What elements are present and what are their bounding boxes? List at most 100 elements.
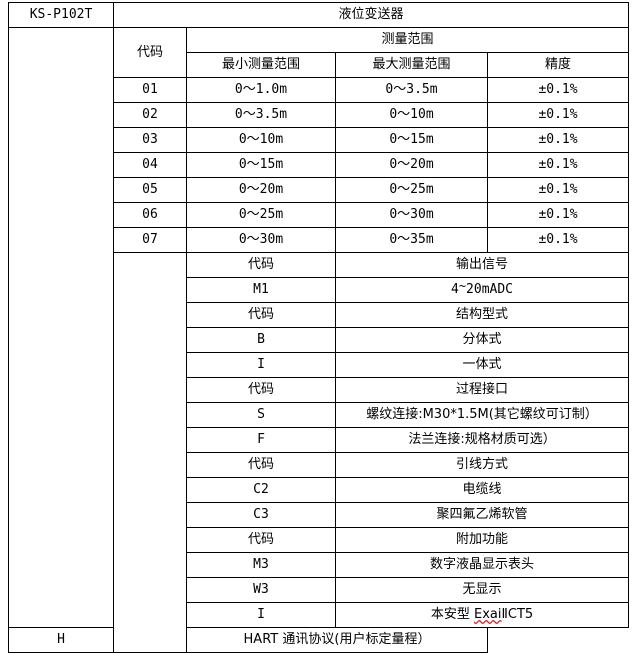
range-accuracy-cell: ±0.1% [486,152,630,178]
option-desc-cell: 螺纹连接:M30*1.5M(其它螺纹可订制） [334,402,630,428]
table-row: I 本安型 ExaiⅡCT5 [9,602,630,628]
option-desc-cell: 法兰连接:规格材质可选） [334,427,630,453]
range-max-cell: 0～20m [335,152,488,178]
option-desc-cell: 聚四氟乙烯软管 [334,502,630,528]
table-row: 04 0～15m 0～20m ±0.1% [9,152,630,178]
option-desc-cell: HART 通讯协议(用户标定量程） [186,627,488,653]
range-accuracy-cell: ±0.1% [486,177,630,203]
range-accuracy-header-cell: 精度 [486,52,630,78]
left-spacer-cell [8,27,114,628]
range-min-cell: 0～1.0m [186,77,336,103]
range-min-cell: 0～3.5m [186,102,336,128]
option-desc-cell: 分体式 [334,327,630,353]
option-code-cell: F [186,427,336,453]
range-code-header-cell: 代码 [113,27,187,78]
option-left-spacer-cell [113,252,187,653]
range-group-header-cell: 测量范围 [185,27,630,53]
intrinsic-safety-label: 本安型 [430,607,470,623]
table-row: F 法兰连接:规格材质可选） [9,427,630,453]
table-row: W3 无显示 [9,577,630,603]
table-row: 07 0～30m 0～35m ±0.1% [9,227,630,253]
option-code-cell: I [186,352,336,378]
table-row-title: KS-P102T 液位变送器 [8,2,630,28]
table-body: KS-P102T 液位变送器 代码 测量范围 最小测量范围 最大测量范围 精度 … [8,2,630,653]
range-accuracy-cell: ±0.1% [486,127,630,153]
table-row-range-group-header: 代码 测量范围 [8,27,630,628]
table-row: H HART 通讯协议(用户标定量程） [8,627,629,653]
table-row: C3 聚四氟乙烯软管 [9,502,630,528]
range-max-cell: 0～3.5m [335,77,488,103]
option-code-cell: C3 [186,502,336,528]
table-row: S 螺纹连接:M30*1.5M(其它螺纹可订制） [9,402,630,428]
table-row: 06 0～25m 0～30m ±0.1% [9,202,630,228]
range-code-cell: 03 [113,127,187,153]
range-max-cell: 0～30m [335,202,488,228]
range-accuracy-cell: ±0.1% [486,227,630,253]
document-title-cell: 液位变送器 [112,2,630,28]
option-desc-cell: 4~20mADC [334,277,630,303]
option-code-cell: 代码 [186,302,336,328]
table-row-range-sub-header: 最小测量范围 最大测量范围 精度 [9,52,630,78]
range-accuracy-cell: ±0.1% [486,77,630,103]
range-code-cell: 04 [113,152,187,178]
option-desc-cell: 数字液晶显示表头 [334,552,630,578]
option-code-cell: H [8,627,114,653]
table-row: 03 0～10m 0～15m ±0.1% [9,127,630,153]
table-row: 代码 附加功能 [9,527,630,553]
range-code-cell: 05 [113,177,187,203]
option-desc-cell: 本安型 ExaiⅡCT5 [334,602,630,628]
range-max-header-cell: 最大测量范围 [335,52,488,78]
option-desc-cell: 一体式 [334,352,630,378]
table-row: 代码 过程接口 [9,377,630,403]
option-code-cell: M3 [186,552,336,578]
table-row: M1 4~20mADC [9,277,630,303]
table-row: 代码 结构型式 [9,302,630,328]
table-row: 代码 引线方式 [9,452,630,478]
option-code-cell: I [186,602,336,628]
option-code-cell: 代码 [186,527,336,553]
exai-misspelled-term: Exai [473,607,502,623]
product-code-cell: KS-P102T [8,2,114,28]
range-max-cell: 0～25m [335,177,488,203]
table-row: 05 0～20m 0～25m ±0.1% [9,177,630,203]
option-code-cell: 代码 [186,452,336,478]
range-code-cell: 02 [113,102,187,128]
option-code-cell: S [186,402,336,428]
option-desc-cell: 输出信号 [334,252,630,278]
option-code-cell: M1 [186,277,336,303]
range-min-header-cell: 最小测量范围 [186,52,336,78]
range-min-cell: 0～25m [186,202,336,228]
option-desc-cell: 过程接口 [334,377,630,403]
range-min-cell: 0～10m [186,127,336,153]
range-code-cell: 01 [113,77,187,103]
range-code-cell: 06 [113,202,187,228]
option-desc-cell: 无显示 [334,577,630,603]
range-min-cell: 0～15m [186,152,336,178]
product-specification-table: KS-P102T 液位变送器 代码 测量范围 最小测量范围 最大测量范围 精度 … [8,2,630,653]
range-min-cell: 0～20m [186,177,336,203]
option-code-cell: C2 [186,477,336,503]
range-max-cell: 0～15m [335,127,488,153]
option-code-cell: 代码 [186,252,336,278]
range-min-cell: 0～30m [186,227,336,253]
option-desc-cell: 引线方式 [334,452,630,478]
spec-sheet-page: KS-P102T 液位变送器 代码 测量范围 最小测量范围 最大测量范围 精度 … [8,2,630,653]
option-code-cell: 代码 [186,377,336,403]
range-max-cell: 0～10m [335,102,488,128]
option-desc-cell: 结构型式 [334,302,630,328]
table-row: I 一体式 [9,352,630,378]
option-desc-cell: 电缆线 [334,477,630,503]
hart-protocol-label: 通讯协议(用户标定量程） [282,632,431,648]
output-signal-value: 4~20mADC [450,279,514,298]
tilde-glyph: ~ [458,279,467,294]
table-row: 02 0～3.5m 0～10m ±0.1% [9,102,630,128]
option-desc-cell: 附加功能 [334,527,630,553]
range-accuracy-cell: ±0.1% [486,102,630,128]
option-code-cell: W3 [186,577,336,603]
range-max-cell: 0～35m [335,227,488,253]
table-row: 01 0～1.0m 0～3.5m ±0.1% [9,77,630,103]
range-code-cell: 07 [113,227,187,253]
option-code-cell: B [186,327,336,353]
roman-numeral-two: Ⅱ [501,607,508,623]
range-accuracy-cell: ±0.1% [486,202,630,228]
